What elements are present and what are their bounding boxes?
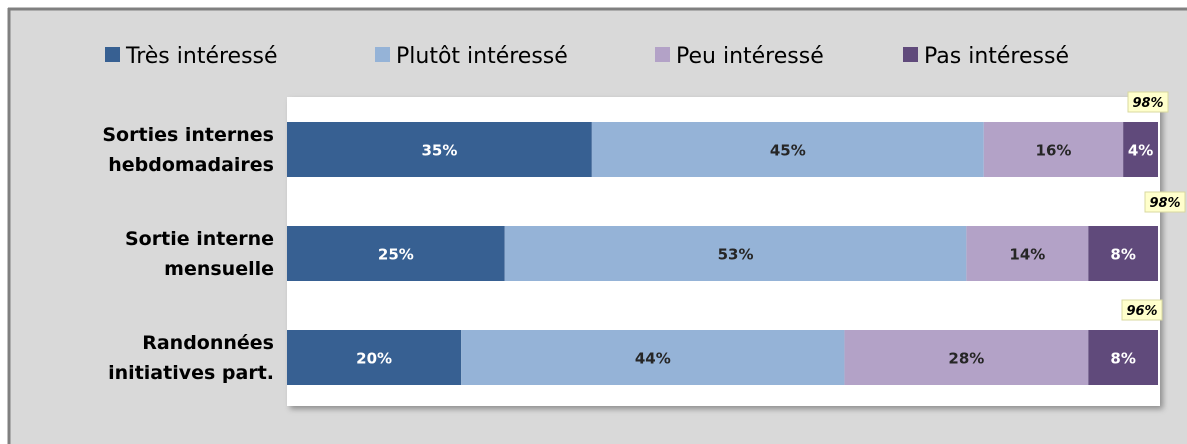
category-label: Randonnées initiatives part.: [108, 331, 274, 384]
bar-segment: [591, 122, 984, 177]
legend-swatch: [375, 47, 390, 62]
value-label: 25%: [378, 246, 414, 264]
bar-segment: [504, 226, 967, 281]
annotation-box: [1121, 299, 1163, 321]
bar-segment: [461, 330, 845, 385]
annotation-box: [1127, 91, 1169, 113]
annotation-box: [1144, 191, 1186, 213]
bar-segment: [1088, 330, 1158, 385]
value-label: 44%: [635, 350, 671, 368]
bar-segment: [844, 330, 1089, 385]
annotation: 98%: [1149, 196, 1180, 211]
legend-label: Pas intéressé: [924, 44, 1069, 69]
value-label: 16%: [1036, 142, 1072, 160]
category-label: Sorties internes hebdomadaires: [102, 123, 274, 176]
value-label: 53%: [718, 246, 754, 264]
value-label: 35%: [421, 142, 457, 160]
legend-swatch: [105, 47, 120, 62]
bar-segment: [287, 226, 505, 281]
legend-swatch: [655, 47, 670, 62]
bar-segment: [1088, 226, 1158, 281]
annotation: 98%: [1132, 96, 1163, 111]
bar-segment: [1123, 122, 1158, 177]
legend-label: Plutôt intéressé: [396, 44, 568, 69]
bar-segment: [983, 122, 1124, 177]
value-label: 20%: [356, 350, 392, 368]
value-label: 4%: [1128, 142, 1153, 160]
legend-label: Très intéressé: [125, 44, 278, 69]
value-label: 8%: [1110, 350, 1135, 368]
bar-segment: [966, 226, 1089, 281]
category-label: Sortie interne mensuelle: [125, 227, 274, 280]
value-label: 45%: [770, 142, 806, 160]
value-label: 28%: [948, 350, 984, 368]
annotation: 96%: [1126, 304, 1157, 319]
legend-swatch: [903, 47, 918, 62]
value-label: 8%: [1110, 246, 1135, 264]
bar-segment: [287, 330, 462, 385]
legend-label: Peu intéressé: [676, 44, 824, 69]
bar-segment: [287, 122, 592, 177]
value-label: 14%: [1009, 246, 1045, 264]
